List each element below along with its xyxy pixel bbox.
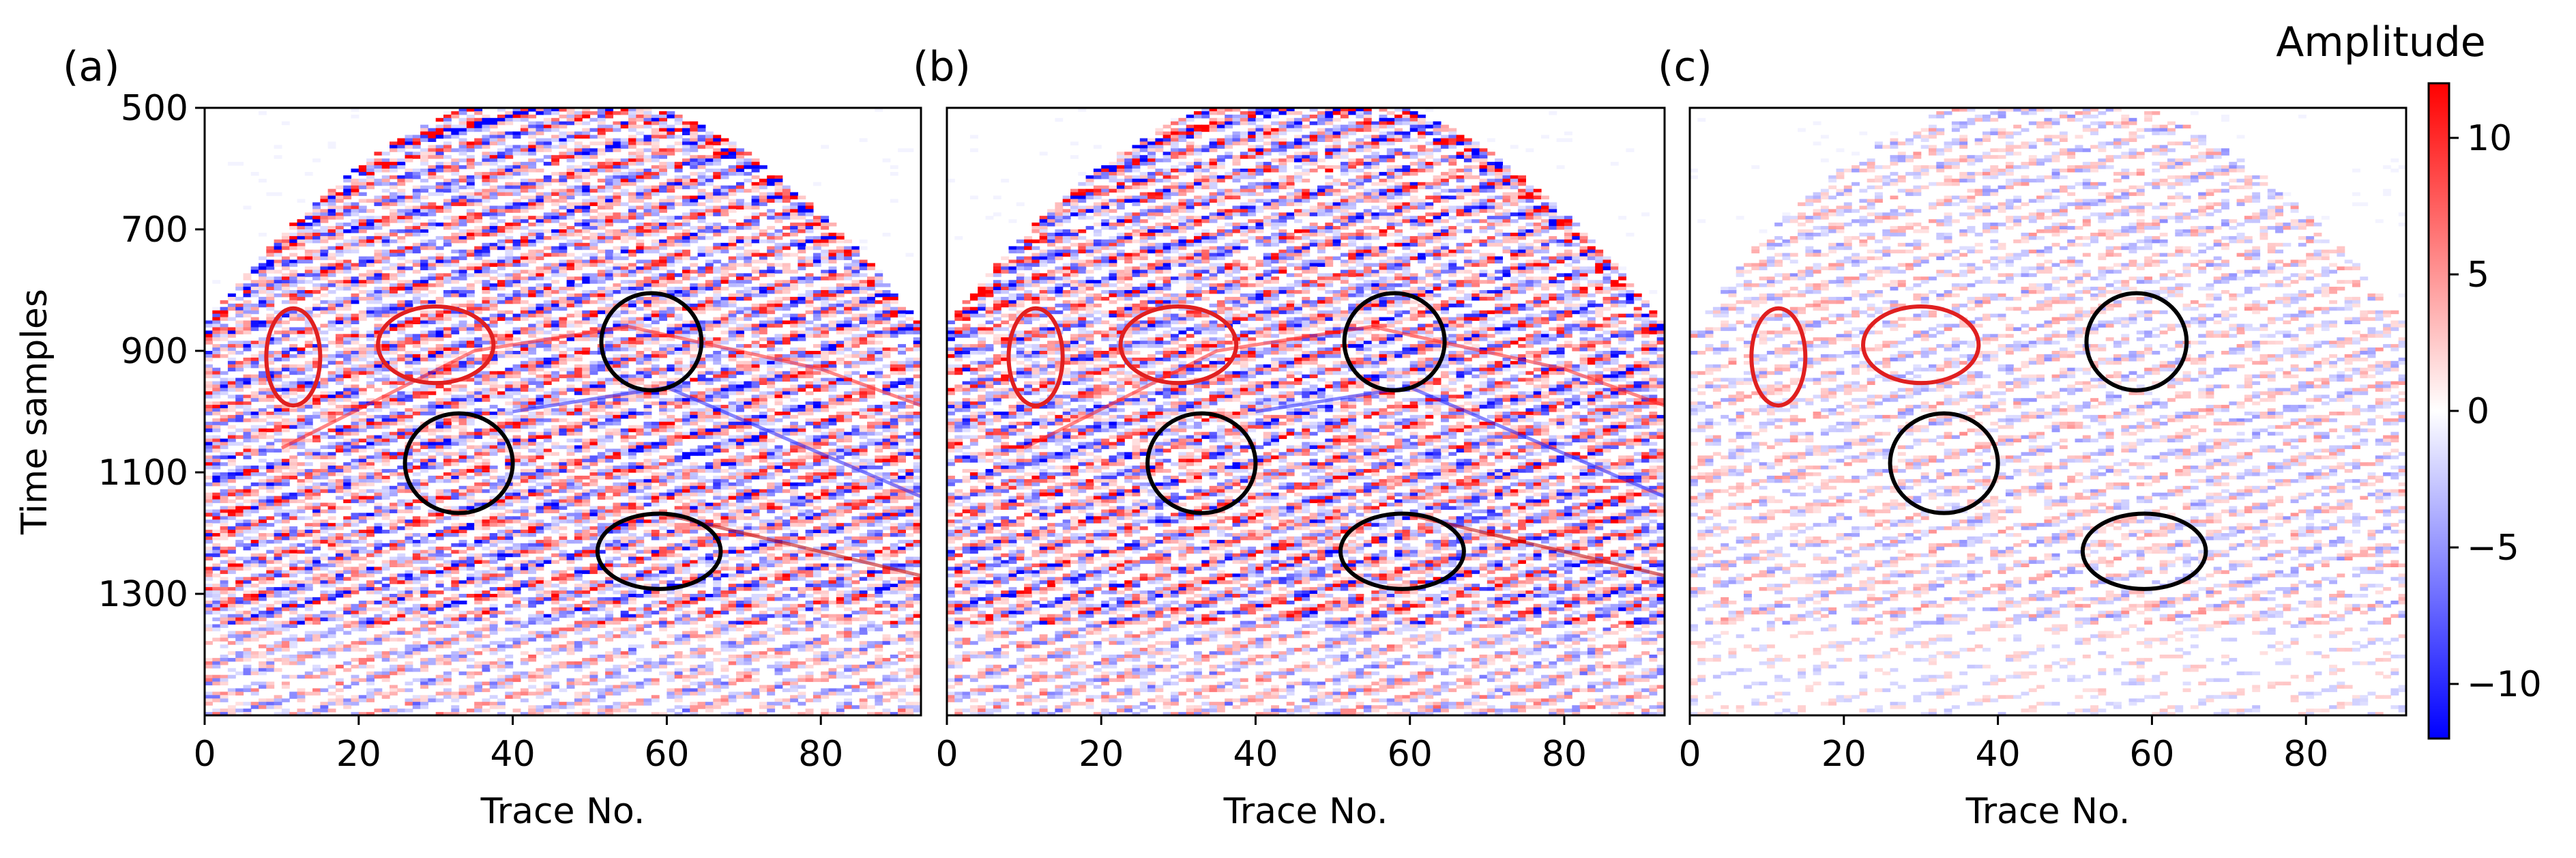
colorbar-tick-label: −5 <box>2467 528 2519 569</box>
x-tick-label: 20 <box>1821 734 1867 775</box>
y-tick-label: 700 <box>121 210 188 251</box>
x-tick-label: 80 <box>1542 734 1587 775</box>
x-axis-label: Trace No. <box>1223 791 1388 832</box>
black-ellipse <box>2080 511 2208 591</box>
panel-label: (a) <box>63 43 120 91</box>
black-ellipse <box>1342 291 1447 392</box>
red-ellipse <box>1749 306 1808 408</box>
y-tick-label: 500 <box>121 88 188 129</box>
reflection-event <box>1023 324 1665 450</box>
x-tick-label: 0 <box>935 734 958 775</box>
black-ellipse <box>2084 291 2189 392</box>
seismic-image <box>1690 108 2406 715</box>
axes-frame <box>203 106 922 717</box>
x-tick-label: 20 <box>1079 734 1124 775</box>
y-tick-label: 1100 <box>98 453 188 494</box>
x-tick-label: 60 <box>1388 734 1433 775</box>
red-ellipse <box>264 306 323 408</box>
black-ellipse <box>402 411 515 515</box>
colorbar-tick-label: 5 <box>2467 255 2489 296</box>
red-ellipse <box>1006 306 1065 408</box>
seismic-image <box>205 108 921 715</box>
panel-1: 0 20 40 60 80 Trace No. 500 700 900 1100 1300 Time … <box>14 43 922 832</box>
x-tick-label: 0 <box>1678 734 1701 775</box>
red-ellipse <box>376 304 496 386</box>
black-ellipse <box>1338 511 1466 591</box>
black-ellipse <box>1145 411 1258 515</box>
colorbar-label: Amplitude <box>2276 18 2485 66</box>
red-ellipse <box>1118 304 1239 386</box>
reflection-event <box>280 324 921 450</box>
x-tick-label: 20 <box>336 734 381 775</box>
colorbar: Amplitude 10 5 0 −5 −10 <box>2276 18 2542 740</box>
x-tick-label: 40 <box>491 734 536 775</box>
black-ellipse <box>599 291 704 392</box>
x-tick-label: 40 <box>1233 734 1278 775</box>
x-axis-label: Trace No. <box>480 791 645 832</box>
colorbar-gradient <box>2427 82 2450 740</box>
panel-3: 0 20 40 60 80 Trace No. (c) <box>1658 43 2407 832</box>
x-tick-label: 40 <box>1976 734 2021 775</box>
axes-frame <box>1688 106 2407 717</box>
axes-frame <box>946 106 1666 717</box>
reflection-event <box>1409 513 1665 577</box>
x-tick-label: 80 <box>798 734 843 775</box>
x-axis-label: Trace No. <box>1965 791 2131 832</box>
red-ellipse <box>1861 304 1981 386</box>
y-tick-label: 900 <box>121 331 188 372</box>
black-ellipse <box>595 511 723 591</box>
panel-2: 0 20 40 60 80 Trace No. (b) <box>913 43 1666 832</box>
panel-label: (b) <box>913 43 971 91</box>
x-tick-label: 0 <box>193 734 216 775</box>
colorbar-tick-label: −10 <box>2467 664 2542 705</box>
x-tick-label: 60 <box>2129 734 2174 775</box>
black-ellipse <box>1888 411 2000 515</box>
x-tick-label: 60 <box>644 734 689 775</box>
x-tick-label: 80 <box>2283 734 2328 775</box>
colorbar-tick-label: 0 <box>2467 391 2489 432</box>
panel-label: (c) <box>1658 43 1712 91</box>
y-tick-label: 1300 <box>98 574 188 615</box>
colorbar-tick-label: 10 <box>2467 118 2512 159</box>
reflection-event <box>666 513 921 577</box>
seismic-image <box>947 108 1665 715</box>
y-axis-label: Time samples <box>14 289 55 535</box>
